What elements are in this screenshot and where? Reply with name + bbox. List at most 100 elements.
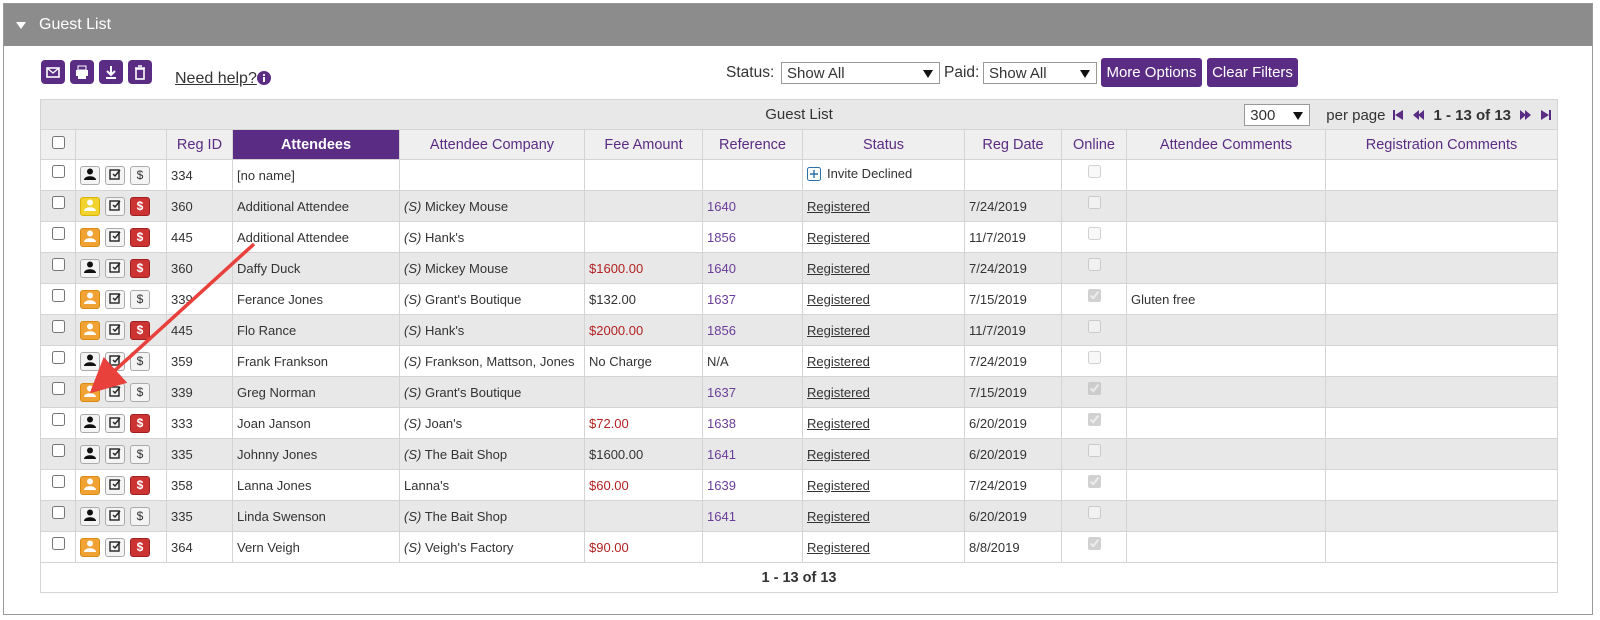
column-header[interactable]: Online [1061, 129, 1127, 160]
reference[interactable]: 1637 [702, 376, 803, 408]
fee-button[interactable]: $ [130, 506, 150, 526]
reference[interactable]: 1641 [702, 500, 803, 532]
fee-button[interactable]: $ [130, 413, 150, 433]
reference[interactable]: 1637 [702, 283, 803, 315]
status-link[interactable]: Registered [807, 508, 870, 524]
select-all-checkbox[interactable] [51, 136, 65, 149]
column-header[interactable]: Reg Date [964, 129, 1062, 160]
reference[interactable]: 1638 [702, 407, 803, 439]
attendee-button[interactable] [80, 413, 100, 433]
column-header[interactable]: Attendee Company [399, 129, 585, 160]
reference[interactable]: 1641 [702, 438, 803, 470]
status-link[interactable]: Registered [807, 322, 870, 338]
expand-icon[interactable] [807, 166, 821, 184]
attendee-button[interactable] [80, 382, 100, 402]
status-link[interactable]: Registered [807, 415, 870, 431]
edit-button[interactable] [105, 320, 125, 340]
edit-button[interactable] [105, 444, 125, 464]
per-page-select[interactable]: 300 [1244, 104, 1311, 126]
row-checkbox[interactable] [51, 351, 65, 364]
column-header[interactable]: Attendees [232, 129, 400, 160]
column-header[interactable]: Attendee Comments [1126, 129, 1326, 160]
fee-button[interactable]: $ [130, 537, 150, 557]
row-checkbox[interactable] [51, 289, 65, 302]
edit-button[interactable] [105, 506, 125, 526]
edit-button[interactable] [105, 413, 125, 433]
row-checkbox[interactable] [51, 320, 65, 333]
edit-button[interactable] [105, 537, 125, 557]
row-checkbox[interactable] [51, 382, 65, 395]
column-header[interactable]: Registration Comments [1324, 129, 1559, 160]
edit-button[interactable] [105, 227, 125, 247]
edit-button[interactable] [105, 475, 125, 495]
download-button[interactable] [99, 60, 123, 84]
edit-button[interactable] [105, 165, 125, 185]
status-link[interactable]: Registered [807, 291, 870, 307]
more-options-button[interactable]: More Options [1101, 58, 1202, 87]
attendee-button[interactable] [80, 444, 100, 464]
fee-button[interactable]: $ [130, 475, 150, 495]
attendee-button[interactable] [80, 320, 100, 340]
status-link[interactable]: Registered [807, 539, 870, 555]
edit-button[interactable] [105, 258, 125, 278]
fee-button[interactable]: $ [130, 196, 150, 216]
prev-page[interactable] [1413, 107, 1425, 124]
fee-button[interactable]: $ [130, 227, 150, 247]
reference[interactable]: 1856 [702, 221, 803, 253]
row-checkbox[interactable] [51, 196, 65, 209]
paid-select[interactable]: Show All [983, 62, 1097, 84]
fee-button[interactable]: $ [130, 320, 150, 340]
delete-button[interactable] [128, 60, 152, 84]
attendee-button[interactable] [80, 196, 100, 216]
attendee-button[interactable] [80, 475, 100, 495]
row-checkbox[interactable] [51, 475, 65, 488]
column-header[interactable]: Status [802, 129, 965, 160]
column-header[interactable]: Fee Amount [584, 129, 703, 160]
status-link[interactable]: Registered [807, 260, 870, 276]
help-link[interactable]: Need help? [175, 70, 257, 87]
row-checkbox[interactable] [51, 413, 65, 426]
status-link[interactable]: Registered [807, 198, 870, 214]
row-checkbox[interactable] [51, 537, 65, 550]
reference[interactable]: 1856 [702, 314, 803, 346]
attendee-button[interactable] [80, 289, 100, 309]
reference[interactable]: 1640 [702, 190, 803, 222]
edit-button[interactable] [105, 351, 125, 371]
clear-filters-button[interactable]: Clear Filters [1207, 58, 1298, 87]
status-link[interactable]: Registered [807, 446, 870, 462]
row-checkbox[interactable] [51, 506, 65, 519]
fee-button[interactable]: $ [130, 258, 150, 278]
fee-button[interactable]: $ [130, 289, 150, 309]
print-button[interactable] [70, 60, 94, 84]
next-page[interactable] [1519, 107, 1532, 124]
fee-button[interactable]: $ [130, 165, 150, 185]
row-checkbox[interactable] [51, 258, 65, 271]
attendee-button[interactable] [80, 537, 100, 557]
attendee-button[interactable] [80, 227, 100, 247]
column-header[interactable]: Reg ID [166, 129, 233, 160]
edit-button[interactable] [105, 382, 125, 402]
fee-button[interactable]: $ [130, 444, 150, 464]
edit-button[interactable] [105, 289, 125, 309]
reference[interactable]: N/A [702, 345, 803, 377]
panel-header[interactable]: Guest List [4, 4, 1592, 46]
attendee-button[interactable] [80, 351, 100, 371]
fee-button[interactable]: $ [130, 382, 150, 402]
first-page[interactable] [1393, 107, 1405, 124]
fee-button[interactable]: $ [130, 351, 150, 371]
email-button[interactable] [41, 60, 65, 84]
attendee-button[interactable] [80, 506, 100, 526]
attendee-button[interactable] [80, 258, 100, 278]
row-checkbox[interactable] [51, 444, 65, 457]
column-header[interactable]: Reference [702, 129, 803, 160]
status-link[interactable]: Registered [807, 353, 870, 369]
last-page[interactable] [1539, 107, 1552, 124]
status-link[interactable]: Registered [807, 477, 870, 493]
edit-button[interactable] [105, 196, 125, 216]
row-checkbox[interactable] [51, 165, 65, 178]
status-select[interactable]: Show All [781, 62, 940, 84]
attendee-button[interactable] [80, 165, 100, 185]
reference[interactable]: 1639 [702, 469, 803, 501]
status-link[interactable]: Registered [807, 229, 870, 245]
row-checkbox[interactable] [51, 227, 65, 240]
